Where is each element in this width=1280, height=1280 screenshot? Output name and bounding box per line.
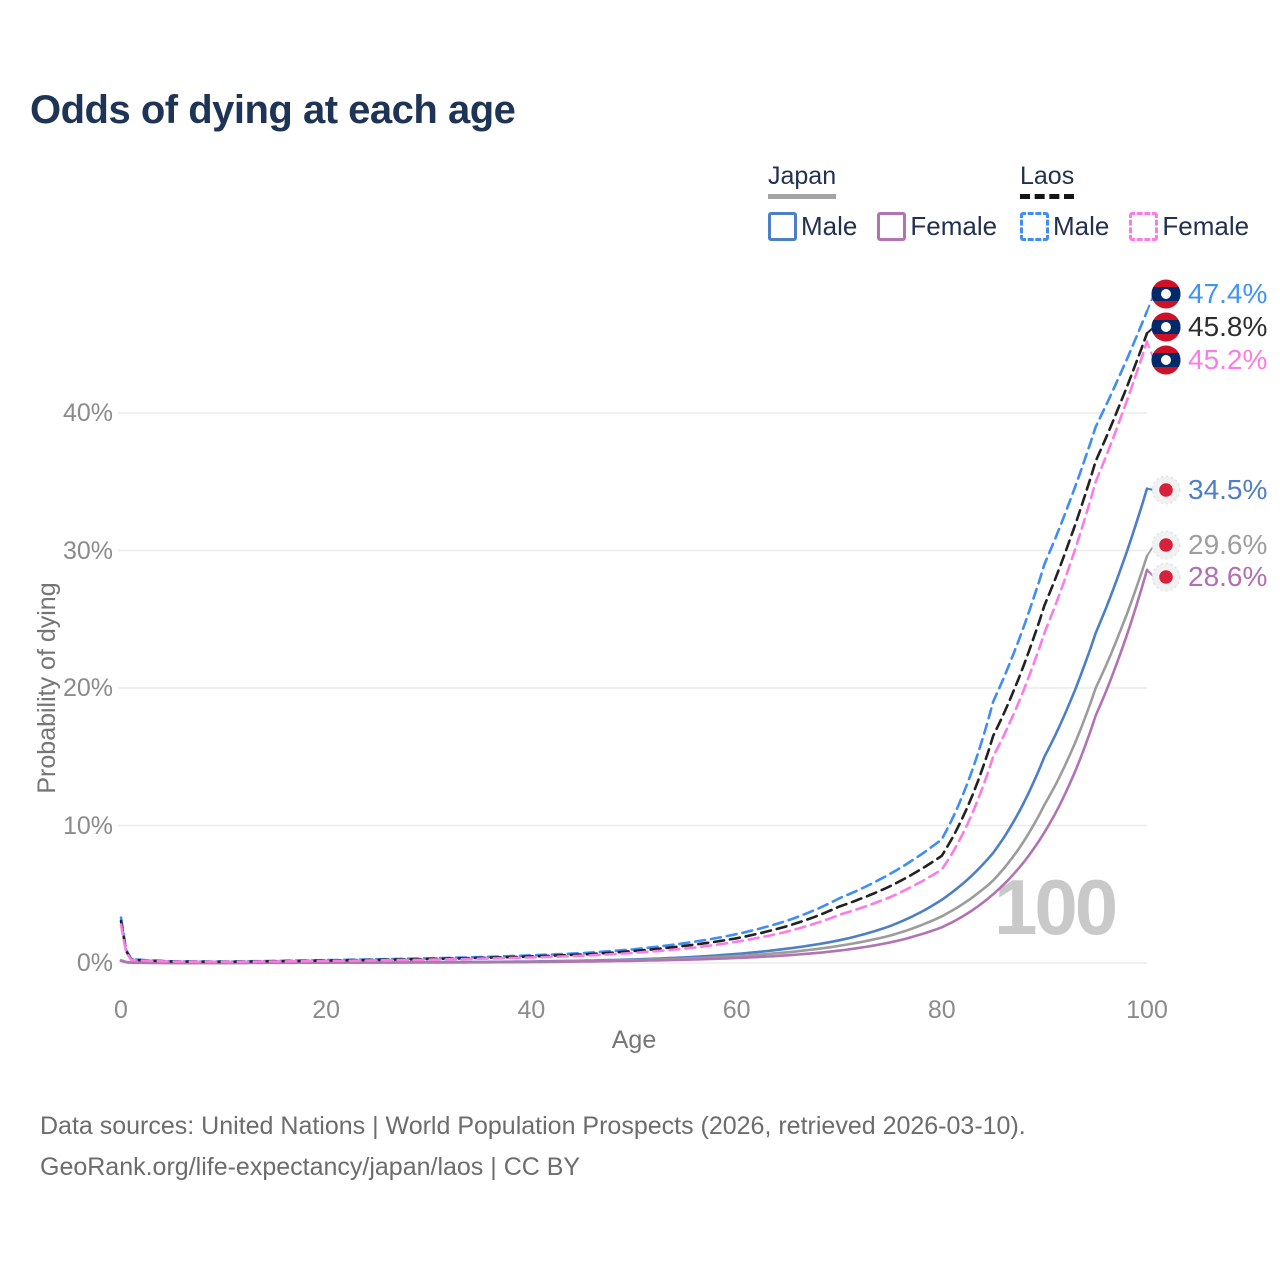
legend-item-japan-female[interactable]: Female bbox=[877, 211, 997, 242]
legend-swatch-laos-female bbox=[1129, 212, 1159, 241]
legend-swatch-laos-male bbox=[1020, 212, 1049, 241]
legend-swatch-japan-male bbox=[768, 212, 797, 241]
hovered-age-watermark: 100 bbox=[994, 863, 1118, 951]
laos-flag-icon bbox=[1151, 345, 1181, 375]
end-value: 34.5% bbox=[1188, 474, 1268, 505]
legend-label: Male bbox=[1053, 211, 1110, 241]
end-label-laos-total: 45.8% bbox=[1151, 311, 1267, 343]
footer: Data sources: United Nations | World Pop… bbox=[40, 1106, 1026, 1188]
end-value: 28.6% bbox=[1188, 561, 1268, 592]
curve-japan-female[interactable] bbox=[119, 568, 1149, 965]
legend-label: Female bbox=[1162, 211, 1250, 241]
legend-item-laos-male[interactable]: Male bbox=[1020, 211, 1109, 242]
curve-laos-male[interactable] bbox=[119, 309, 1149, 963]
curve-laos-total[interactable] bbox=[119, 331, 1149, 964]
legend-swatch-japan-female bbox=[877, 212, 907, 241]
legend-label: Male bbox=[801, 211, 858, 241]
footer-attribution-line: GeoRank.org/life-expectancy/japan/laos |… bbox=[40, 1153, 581, 1181]
legend-group-laos: Laos Male Female bbox=[1020, 162, 1249, 242]
curve-laos-female[interactable] bbox=[119, 340, 1149, 964]
end-label-japan-total: 29.6% bbox=[1151, 529, 1267, 561]
legend-group-japan: Japan Male Female bbox=[768, 162, 997, 242]
laos-flag-icon bbox=[1151, 312, 1181, 342]
end-value: 45.2% bbox=[1188, 344, 1268, 375]
end-label-laos-male: 47.4% bbox=[1151, 278, 1267, 310]
end-value: 47.4% bbox=[1188, 278, 1268, 309]
end-label-laos-female: 45.2% bbox=[1151, 344, 1267, 376]
japan-flag-icon bbox=[1151, 530, 1181, 560]
laos-flag-icon bbox=[1151, 279, 1181, 309]
legend-item-japan-male[interactable]: Male bbox=[768, 211, 857, 242]
legend-country-laos: Laos bbox=[1020, 162, 1075, 199]
page-title: Odds of dying at each age bbox=[30, 88, 516, 132]
end-label-japan-female: 28.6% bbox=[1151, 561, 1267, 593]
end-value: 29.6% bbox=[1188, 529, 1268, 560]
legend-country-japan: Japan bbox=[768, 162, 837, 199]
japan-flag-icon bbox=[1151, 475, 1181, 505]
footer-source-line: Data sources: United Nations | World Pop… bbox=[40, 1112, 1026, 1140]
japan-flag-icon bbox=[1151, 562, 1181, 592]
end-label-japan-male: 34.5% bbox=[1151, 474, 1267, 506]
end-value: 45.8% bbox=[1188, 311, 1268, 342]
legend-item-laos-female[interactable]: Female bbox=[1129, 211, 1249, 242]
curve-japan-male[interactable] bbox=[119, 487, 1149, 965]
legend-label: Female bbox=[910, 211, 998, 241]
